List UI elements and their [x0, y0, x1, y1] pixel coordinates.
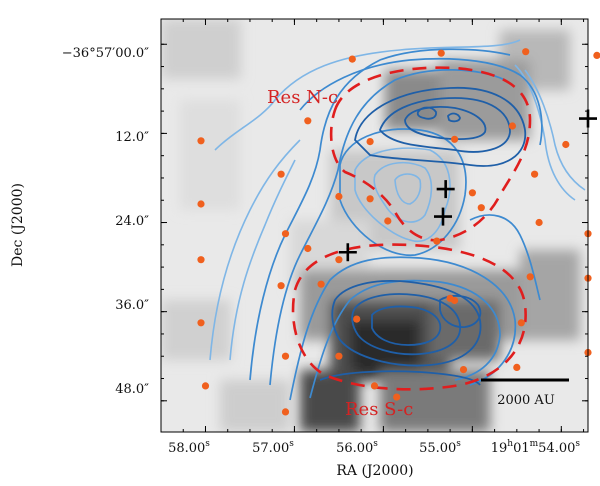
orange-point — [526, 273, 534, 281]
plus-marker — [433, 207, 452, 226]
contour-path — [354, 147, 451, 242]
contour-path — [416, 106, 437, 120]
contour-path — [394, 173, 422, 205]
orange-point — [370, 382, 379, 390]
orange-point — [197, 200, 205, 208]
x-tick-label: 56.00s — [336, 439, 378, 456]
plot-frame — [160, 18, 589, 433]
orange-point — [535, 218, 543, 227]
orange-point — [384, 217, 392, 225]
contours-inner — [319, 86, 527, 386]
orange-point — [197, 319, 205, 327]
orange-point — [393, 393, 401, 401]
contour-path — [269, 69, 506, 386]
orange-point — [281, 230, 290, 238]
contour-path — [319, 370, 481, 386]
orange-point — [197, 137, 205, 145]
scale-bar: 2000 AU — [481, 378, 569, 408]
orange-points — [197, 48, 600, 416]
orange-point — [468, 189, 476, 197]
contour-path — [373, 161, 433, 223]
contour-path — [299, 57, 543, 146]
orange-point — [335, 192, 343, 201]
orange-point — [304, 117, 312, 125]
orange-point — [366, 138, 374, 146]
orange-point — [508, 122, 516, 130]
orange-point — [517, 319, 525, 327]
orange-point — [304, 244, 312, 253]
y-tick-labels: −36°57′00.0″ 12.0″ 24.0″ 36.0″ 48.0″ — [62, 46, 149, 397]
x-tick-label: 58.00s — [168, 439, 210, 456]
contours-outer — [209, 39, 586, 361]
contour-path — [209, 139, 301, 361]
contour-path — [214, 39, 521, 151]
contour-path — [524, 69, 586, 191]
x-tick-label: 57.00s — [252, 439, 294, 456]
y-tick-label: 48.0″ — [115, 382, 149, 397]
x-tick-label: 55.00s — [419, 439, 461, 456]
orange-point — [459, 366, 468, 374]
orange-point — [477, 204, 485, 212]
scale-bar-label: 2000 AU — [497, 393, 555, 408]
x-tick-label: 19h01m54.00s — [491, 439, 581, 456]
x-axis-title: RA (J2000) — [336, 463, 413, 479]
greyscale-image — [161, 19, 588, 432]
contour-path — [309, 279, 501, 399]
orange-point — [451, 135, 459, 143]
orange-point — [562, 140, 570, 149]
orange-point — [277, 282, 285, 290]
orange-point — [513, 363, 521, 371]
y-tick-label: 24.0″ — [115, 214, 149, 229]
orange-point — [348, 55, 356, 63]
axis-ticks — [160, 19, 588, 432]
plus-marker — [338, 243, 357, 262]
orange-point — [335, 256, 343, 264]
contour-path — [439, 294, 482, 328]
orange-point — [437, 49, 445, 57]
orange-point — [281, 408, 290, 416]
orange-point — [317, 280, 325, 288]
dashed-regions — [291, 66, 532, 391]
y-tick-label: 12.0″ — [115, 130, 149, 145]
y-axis-title: Dec (J2000) — [10, 183, 26, 267]
contour-path — [447, 112, 461, 123]
orange-point — [353, 315, 361, 323]
orange-point — [201, 382, 210, 390]
label-res-n-c: Res N-c — [267, 87, 338, 108]
contour-path — [378, 97, 511, 153]
orange-point — [531, 170, 539, 178]
contour-path — [404, 106, 487, 140]
y-tick-label: 36.0″ — [115, 298, 149, 313]
contour-path — [289, 256, 517, 401]
label-res-s-c: Res S-c — [345, 399, 413, 420]
orange-point — [433, 237, 441, 245]
contour-path — [331, 279, 482, 367]
contour-path — [469, 214, 541, 301]
orange-point — [366, 195, 374, 203]
contour-path — [354, 86, 527, 167]
orange-point — [281, 352, 290, 360]
plus-marker — [436, 180, 455, 199]
contour-path — [371, 305, 442, 346]
orange-point — [451, 296, 459, 305]
x-tick-labels: 58.00s 57.00s 56.00s 55.00s 19h01m54.00s — [168, 439, 580, 456]
y-tick-label: −36°57′00.0″ — [62, 46, 149, 61]
orange-point — [335, 352, 343, 360]
contour-path — [351, 293, 461, 356]
region-north-outline — [329, 66, 532, 242]
contour-path — [229, 159, 296, 361]
orange-point — [277, 170, 285, 178]
contour-path — [249, 48, 511, 381]
orange-point — [197, 256, 205, 264]
orange-point — [593, 51, 600, 59]
orange-point — [522, 48, 530, 56]
